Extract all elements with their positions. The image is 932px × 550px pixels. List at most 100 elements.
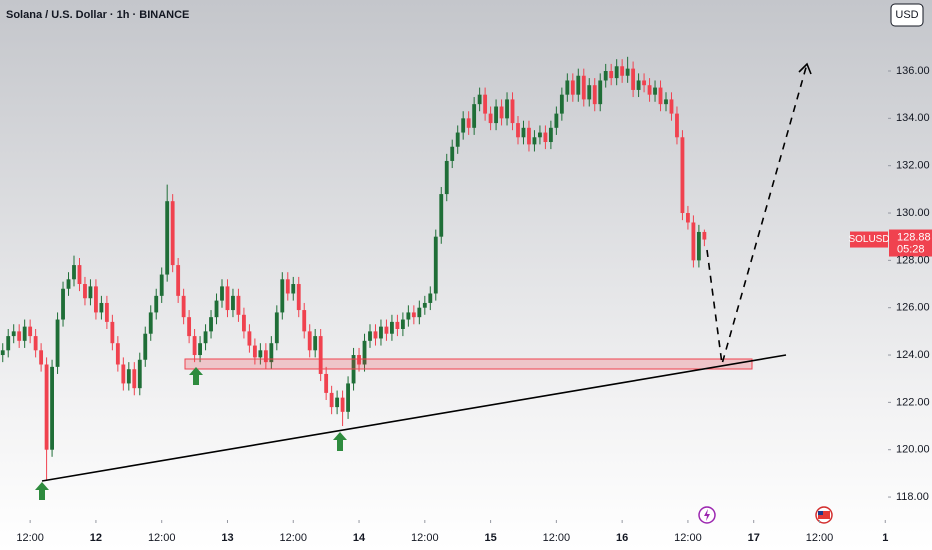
candle-body	[516, 123, 520, 138]
candle-body	[170, 201, 175, 266]
candle-body	[121, 364, 126, 384]
flag-canton	[818, 511, 823, 515]
candle-body	[313, 336, 318, 351]
candle-body	[88, 286, 93, 299]
arrows	[35, 367, 347, 500]
candle-body	[466, 118, 471, 128]
candle-body	[115, 343, 120, 365]
candle-body	[390, 321, 394, 334]
y-tick-label: 136.00	[896, 65, 930, 77]
candle-body	[11, 331, 16, 337]
symbol-tag	[850, 231, 888, 248]
x-tick-label: 12:00	[148, 532, 176, 544]
chart-title: Solana / U.S. Dollar · 1h · BINANCE	[6, 9, 189, 21]
y-tick-label: 126.00	[896, 302, 930, 314]
candle-body	[691, 222, 696, 261]
candle-body	[505, 99, 509, 119]
countdown: 05:28	[897, 243, 925, 255]
currency-button[interactable]	[890, 3, 924, 27]
candle-body	[346, 383, 350, 412]
candle-body	[94, 286, 98, 313]
candle-body	[576, 75, 581, 95]
candle-body	[181, 295, 186, 318]
x-tick-label: 13	[221, 532, 233, 544]
candle-body	[61, 288, 65, 320]
candle-body	[302, 310, 307, 332]
candle-body	[72, 265, 76, 280]
candle-body	[17, 331, 22, 341]
candle-body	[55, 319, 60, 367]
candle-body	[137, 359, 142, 389]
candle-body	[307, 331, 312, 351]
candle-body	[110, 321, 115, 344]
candle-body	[609, 71, 614, 79]
candle-body	[318, 336, 323, 374]
up-arrow	[333, 432, 347, 451]
candle-body	[439, 194, 444, 237]
candle-body	[104, 302, 109, 322]
up-arrow	[189, 367, 203, 385]
candle-body	[428, 293, 433, 303]
candle-body	[494, 106, 498, 124]
x-tick-label: 12	[90, 532, 102, 544]
candle-body	[675, 113, 679, 138]
candle-body	[143, 333, 148, 360]
candle-body	[538, 132, 542, 138]
candle-body	[66, 279, 71, 289]
y-tick-label: 124.00	[896, 349, 930, 361]
candle-body	[362, 340, 367, 365]
price-tag-box	[889, 229, 932, 257]
candle-body	[411, 312, 416, 318]
x-tick-label: 12:00	[411, 532, 439, 544]
currency-label[interactable]: USD	[895, 9, 918, 21]
candle-body	[450, 146, 455, 161]
candle-body	[510, 99, 515, 124]
candle-body	[220, 286, 224, 301]
candle-body	[554, 113, 559, 128]
candle-body	[50, 366, 54, 450]
candle-body	[329, 392, 334, 408]
candle-body	[548, 127, 553, 143]
x-tick-label: 17	[748, 532, 760, 544]
candle-body	[214, 300, 219, 318]
event-icons	[698, 506, 833, 524]
candle-body	[187, 317, 192, 337]
candle-body	[159, 274, 164, 296]
y-tick-label: 130.00	[896, 207, 930, 219]
candle-body	[400, 319, 405, 329]
candle-body	[587, 85, 592, 100]
candle-body	[22, 326, 27, 341]
candle-body	[527, 127, 531, 145]
candle-body	[664, 99, 668, 105]
candle-body	[198, 343, 202, 356]
candle-body	[258, 350, 263, 358]
candle-body	[44, 364, 49, 450]
y-tick-label: 134.00	[896, 112, 930, 124]
candle-body	[483, 94, 488, 114]
candle-body	[614, 66, 619, 79]
candle-body	[285, 279, 290, 294]
candle-body	[154, 295, 159, 313]
candle-body	[565, 80, 570, 95]
x-tick-label: 12:00	[806, 532, 834, 544]
candle-body	[395, 321, 400, 329]
candle-body	[0, 350, 5, 356]
candle-body	[581, 75, 586, 100]
y-tick-label: 120.00	[896, 444, 930, 456]
x-tick-label: 12:00	[279, 532, 307, 544]
candle-body	[379, 326, 383, 339]
candle-body	[77, 265, 82, 285]
last-price: 128.88	[897, 231, 931, 243]
x-tick-label: 1	[882, 532, 888, 544]
candle-body	[33, 336, 38, 351]
candle-body	[280, 279, 285, 313]
candle-body	[247, 331, 252, 346]
candle-body	[263, 350, 268, 363]
candle-body	[543, 132, 548, 143]
candle-body	[696, 231, 701, 261]
candle-body	[335, 397, 340, 408]
x-tick-label: 12:00	[543, 532, 571, 544]
